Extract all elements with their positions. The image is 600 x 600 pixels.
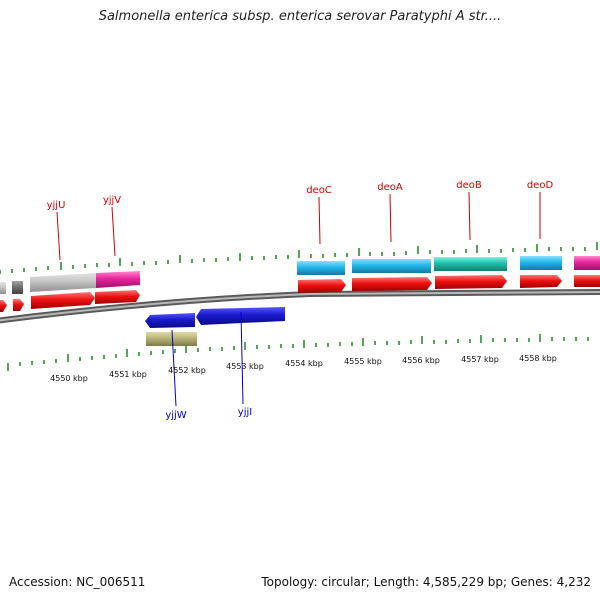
genome-summary: Topology: circular; Length: 4,585,229 bp…: [261, 575, 591, 589]
gene-arrow-yjjW[interactable]: [145, 313, 195, 328]
genome-title: Salmonella enterica subsp. enterica sero…: [98, 9, 502, 24]
gene-label[interactable]: deoC: [306, 185, 332, 196]
cds-arrow[interactable]: [520, 275, 562, 288]
gene-bar-deoA[interactable]: [352, 259, 431, 273]
genome-backbone-highlight: [0, 291, 600, 322]
accession-label: Accession: NC_006511: [9, 575, 146, 589]
cds-arrow[interactable]: [352, 277, 432, 291]
cds-arrow[interactable]: [435, 275, 507, 289]
scale-label: 4553 kbp: [226, 362, 264, 371]
scale-label: 4551 kbp: [109, 370, 147, 379]
bottom-tick-track: [7, 334, 589, 371]
cds-arrow[interactable]: [13, 299, 24, 311]
scale-label: 4552 kbp: [168, 366, 206, 375]
gene-bar-next[interactable]: [574, 256, 600, 270]
gene-label[interactable]: deoD: [527, 180, 554, 191]
reverse-cds-track: [145, 307, 285, 346]
gene-labels-bottom: yjjW yjjI: [165, 407, 252, 421]
outer-gene-track: [30, 256, 600, 292]
gene-arrow-yjjI[interactable]: [196, 307, 285, 325]
gene-bar-deoD[interactable]: [520, 256, 562, 270]
gene-bar-deoC[interactable]: [297, 261, 345, 275]
gene-label[interactable]: yjjU: [47, 200, 66, 211]
gene-label[interactable]: yjjW: [165, 410, 186, 421]
gene-bar-olive[interactable]: [146, 332, 197, 346]
cds-arrow[interactable]: [31, 292, 95, 309]
gene-leaders: [56, 191, 541, 407]
gene-bar-darkgray[interactable]: [12, 281, 23, 294]
scale-labels: 4550 kbp 4551 kbp 4552 kbp 4553 kbp 4554…: [50, 354, 557, 383]
gene-bar-yjjU-region[interactable]: [30, 273, 96, 292]
top-tick-track: [0, 242, 598, 274]
scale-label: 4550 kbp: [50, 374, 88, 383]
gene-bar-yjjV[interactable]: [96, 271, 140, 288]
cds-arrow[interactable]: [574, 275, 600, 287]
scale-label: 4557 kbp: [461, 355, 499, 364]
forward-cds-track: [0, 275, 600, 312]
cds-arrow[interactable]: [95, 290, 140, 304]
gene-label[interactable]: yjjV: [103, 195, 121, 206]
scale-label: 4554 kbp: [285, 359, 323, 368]
cds-arrow[interactable]: [0, 300, 7, 312]
gene-label[interactable]: deoB: [456, 180, 482, 191]
scale-label: 4555 kbp: [344, 357, 382, 366]
gene-label[interactable]: deoA: [377, 182, 403, 193]
scale-label: 4556 kbp: [402, 356, 440, 365]
scale-label: 4558 kbp: [519, 354, 557, 363]
gene-labels-top: yjjU yjjV deoC deoA deoB deoD: [47, 180, 554, 211]
cds-arrow[interactable]: [298, 279, 346, 293]
gene-label[interactable]: yjjI: [238, 407, 252, 418]
gene-bar-gray[interactable]: [0, 282, 6, 294]
gene-bar-deoB[interactable]: [434, 257, 507, 271]
